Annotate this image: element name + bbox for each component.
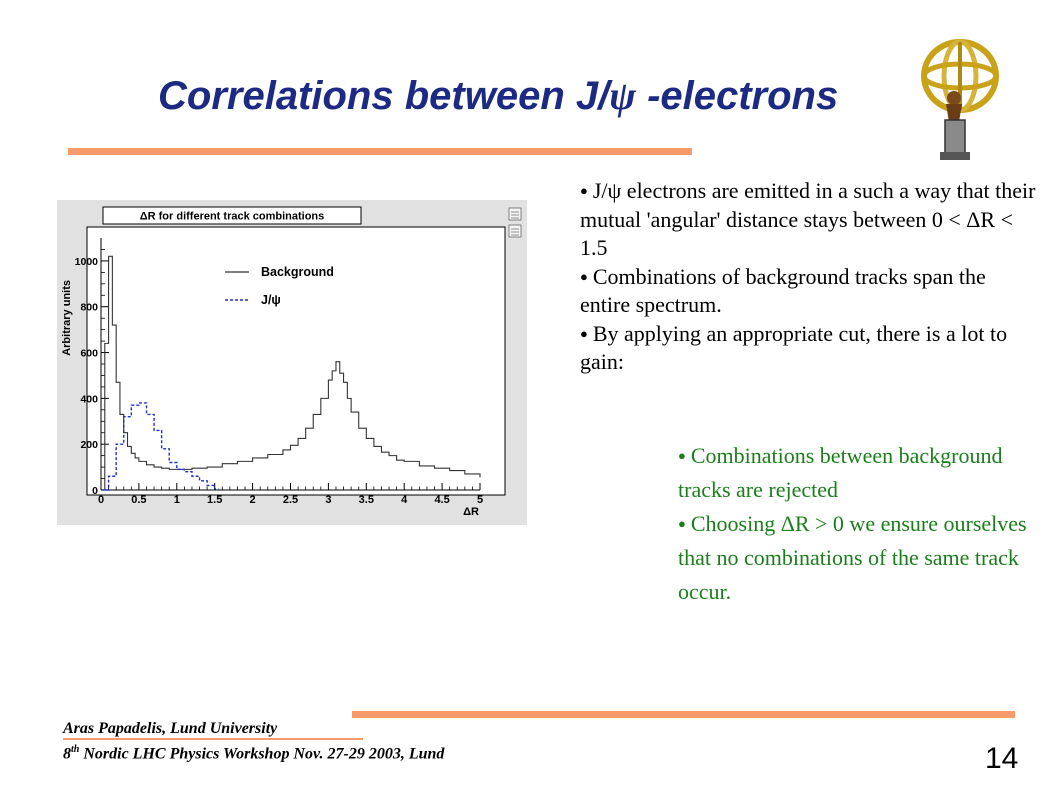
sub-bullet-rejected: ● Combinations between background tracks … xyxy=(678,443,1003,502)
x-tick-label: 0 xyxy=(98,494,104,506)
histogram-canvas: ΔR for different track combinations ΔR A… xyxy=(61,206,522,518)
bullet-background-spectrum: ● Combinations of background tracks span … xyxy=(580,263,986,318)
x-tick-label: 4 xyxy=(401,494,408,506)
y-tick-label: 800 xyxy=(80,302,98,314)
main-bullets: ● J/ψ electrons are emitted in a such a w… xyxy=(580,177,1040,377)
footer-workshop: 8th Nordic LHC Physics Workshop Nov. 27-… xyxy=(63,744,445,763)
footer-author: Aras Papadelis, Lund University xyxy=(63,720,278,737)
x-tick-label: 1 xyxy=(174,494,180,506)
plot-frame xyxy=(86,226,506,496)
y-axis-label: Arbitrary units xyxy=(61,280,73,356)
toolbar-icon-2 xyxy=(508,224,522,238)
x-tick-label: 2.5 xyxy=(283,494,298,506)
x-tick-label: 3 xyxy=(325,494,331,506)
bullet-jpsi-angular: ● J/ψ electrons are emitted in a such a w… xyxy=(580,178,1036,260)
x-tick-label: 4.5 xyxy=(434,494,449,506)
toolbar-icon-1 xyxy=(508,207,522,221)
page-number: 14 xyxy=(985,742,1019,775)
x-tick-label: 3.5 xyxy=(359,494,374,506)
series-jpsi xyxy=(101,402,219,491)
chart-title-box xyxy=(102,206,362,225)
sub-bullet-same-track: ● Choosing ΔR > 0 we ensure ourselves tha… xyxy=(678,511,1027,604)
atlas-logo-icon xyxy=(921,39,999,160)
x-tick-label: 2 xyxy=(250,494,256,506)
x-axis-label: ΔR xyxy=(463,506,479,518)
legend: Background J/ψ xyxy=(225,265,334,307)
series-layer xyxy=(101,255,481,491)
footer-rule xyxy=(352,711,1015,718)
delta-r-histogram: ΔR for different track combinations ΔR A… xyxy=(57,200,527,525)
canvas-toolbar-icons xyxy=(508,207,522,238)
y-tick-label: 1000 xyxy=(75,256,99,268)
x-tick-label: 1.5 xyxy=(207,494,222,506)
legend-jpsi-label: J/ψ xyxy=(261,293,281,307)
axis-ticks: 0 0.5 1 1.5 2 2.5 3 3.5 4 4.5 5 0 200 400 600 800 1000 xyxy=(75,238,483,506)
y-tick-label: 600 xyxy=(80,348,98,360)
legend-background-label: Background xyxy=(261,265,334,279)
y-tick-label: 400 xyxy=(80,393,98,405)
y-tick-label: 0 xyxy=(92,485,98,497)
chart-title: ΔR for different track combinations xyxy=(140,211,325,223)
x-tick-label: 0.5 xyxy=(131,494,146,506)
slide-title: Correlations between J/ψ -electrons xyxy=(158,73,839,118)
x-tick-label: 5 xyxy=(477,494,483,506)
bullet-cut-gain: ● By applying an appropriate cut, there i… xyxy=(580,320,1008,375)
title-psi-symbol: ψ xyxy=(609,73,636,118)
sub-bullets: ● Combinations between background tracks … xyxy=(678,439,1038,609)
footer-rule-short xyxy=(63,738,363,740)
series-background xyxy=(104,255,481,490)
title-underline xyxy=(68,148,692,155)
y-tick-label: 200 xyxy=(80,439,98,451)
